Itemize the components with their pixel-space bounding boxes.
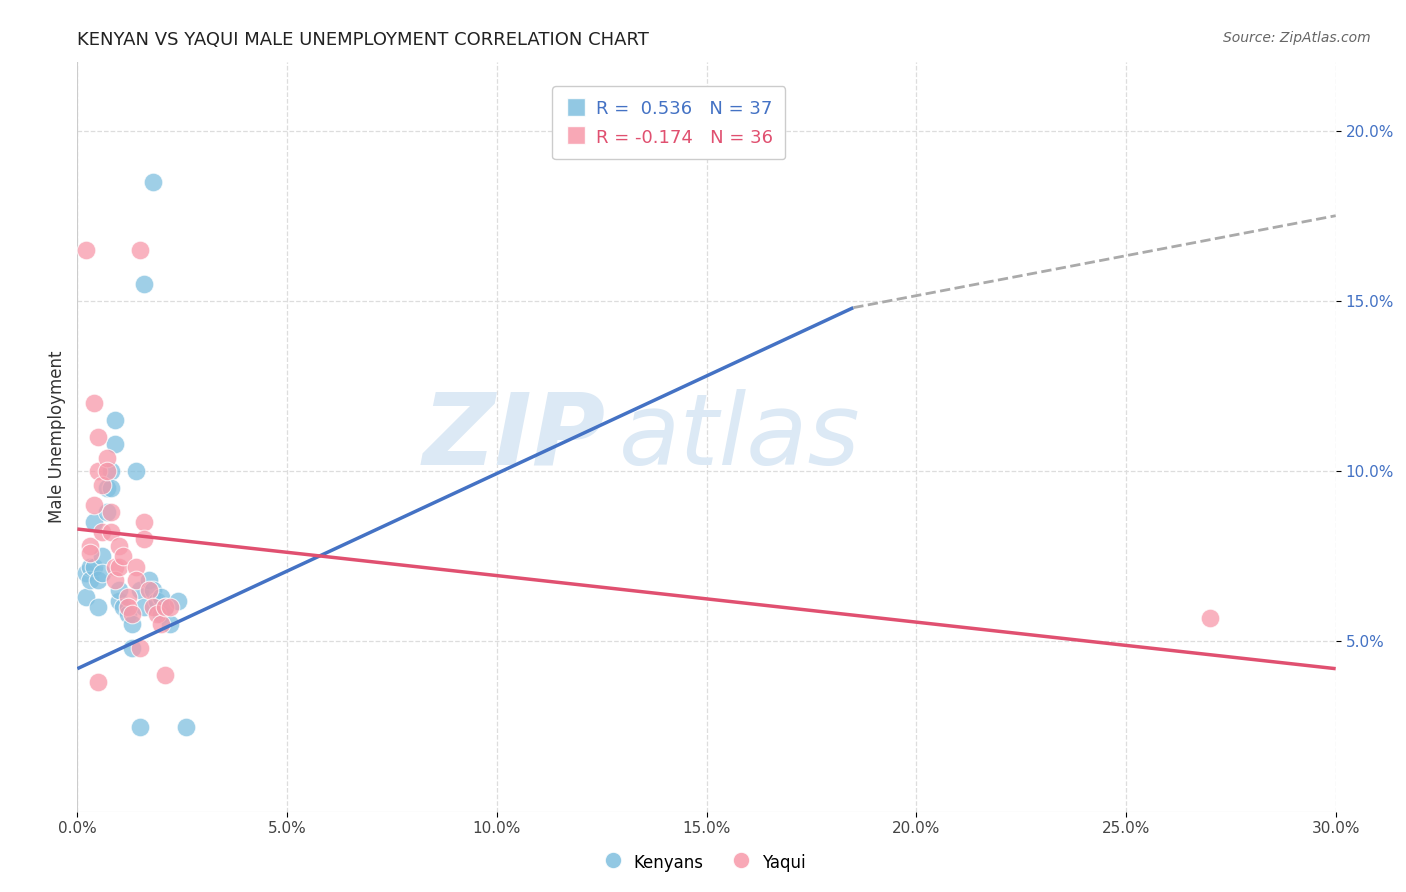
Point	[121, 607, 143, 622]
Point	[125, 559, 148, 574]
Point	[100, 525, 122, 540]
Point	[138, 573, 160, 587]
Point	[104, 437, 127, 451]
Point	[100, 464, 122, 478]
Point	[121, 617, 143, 632]
Point	[134, 277, 156, 291]
Point	[121, 641, 143, 656]
Point	[142, 175, 165, 189]
Point	[91, 549, 114, 564]
Point	[112, 549, 135, 564]
Point	[150, 607, 173, 622]
Point	[87, 464, 110, 478]
Point	[83, 559, 105, 574]
Legend: Kenyans, Yaqui: Kenyans, Yaqui	[593, 846, 813, 880]
Point	[159, 617, 181, 632]
Point	[87, 430, 110, 444]
Point	[87, 675, 110, 690]
Point	[155, 600, 177, 615]
Point	[155, 600, 177, 615]
Point	[159, 600, 181, 615]
Point	[138, 583, 160, 598]
Point	[117, 600, 139, 615]
Point	[108, 593, 131, 607]
Point	[1199, 610, 1222, 624]
Point	[96, 464, 118, 478]
Point	[104, 573, 127, 587]
Point	[91, 477, 114, 491]
Point	[87, 600, 110, 615]
Text: KENYAN VS YAQUI MALE UNEMPLOYMENT CORRELATION CHART: KENYAN VS YAQUI MALE UNEMPLOYMENT CORREL…	[77, 31, 650, 49]
Point	[142, 583, 165, 598]
Point	[108, 583, 131, 598]
Point	[129, 641, 152, 656]
Point	[176, 720, 198, 734]
Point	[83, 498, 105, 512]
Point	[150, 617, 173, 632]
Point	[150, 590, 173, 604]
Point	[134, 515, 156, 529]
Point	[104, 559, 127, 574]
Y-axis label: Male Unemployment: Male Unemployment	[48, 351, 66, 524]
Point	[91, 525, 114, 540]
Point	[104, 413, 127, 427]
Point	[108, 539, 131, 553]
Point	[96, 450, 118, 465]
Point	[96, 481, 118, 495]
Point	[87, 573, 110, 587]
Point	[117, 607, 139, 622]
Point	[125, 573, 148, 587]
Point	[146, 593, 169, 607]
Legend: R =  0.536   N = 37, R = -0.174   N = 36: R = 0.536 N = 37, R = -0.174 N = 36	[553, 87, 785, 160]
Point	[146, 607, 169, 622]
Point	[129, 720, 152, 734]
Point	[79, 573, 101, 587]
Text: atlas: atlas	[619, 389, 860, 485]
Point	[100, 505, 122, 519]
Point	[75, 243, 97, 257]
Point	[155, 668, 177, 682]
Point	[129, 583, 152, 598]
Point	[83, 396, 105, 410]
Point	[134, 600, 156, 615]
Point	[83, 515, 105, 529]
Point	[79, 559, 101, 574]
Text: Source: ZipAtlas.com: Source: ZipAtlas.com	[1223, 31, 1371, 45]
Point	[134, 533, 156, 547]
Point	[117, 590, 139, 604]
Point	[96, 505, 118, 519]
Point	[125, 464, 148, 478]
Point	[108, 559, 131, 574]
Point	[100, 481, 122, 495]
Point	[79, 546, 101, 560]
Point	[112, 600, 135, 615]
Point	[75, 590, 97, 604]
Point	[91, 566, 114, 581]
Point	[167, 593, 190, 607]
Point	[79, 539, 101, 553]
Point	[75, 566, 97, 581]
Text: ZIP: ZIP	[423, 389, 606, 485]
Point	[142, 600, 165, 615]
Point	[129, 243, 152, 257]
